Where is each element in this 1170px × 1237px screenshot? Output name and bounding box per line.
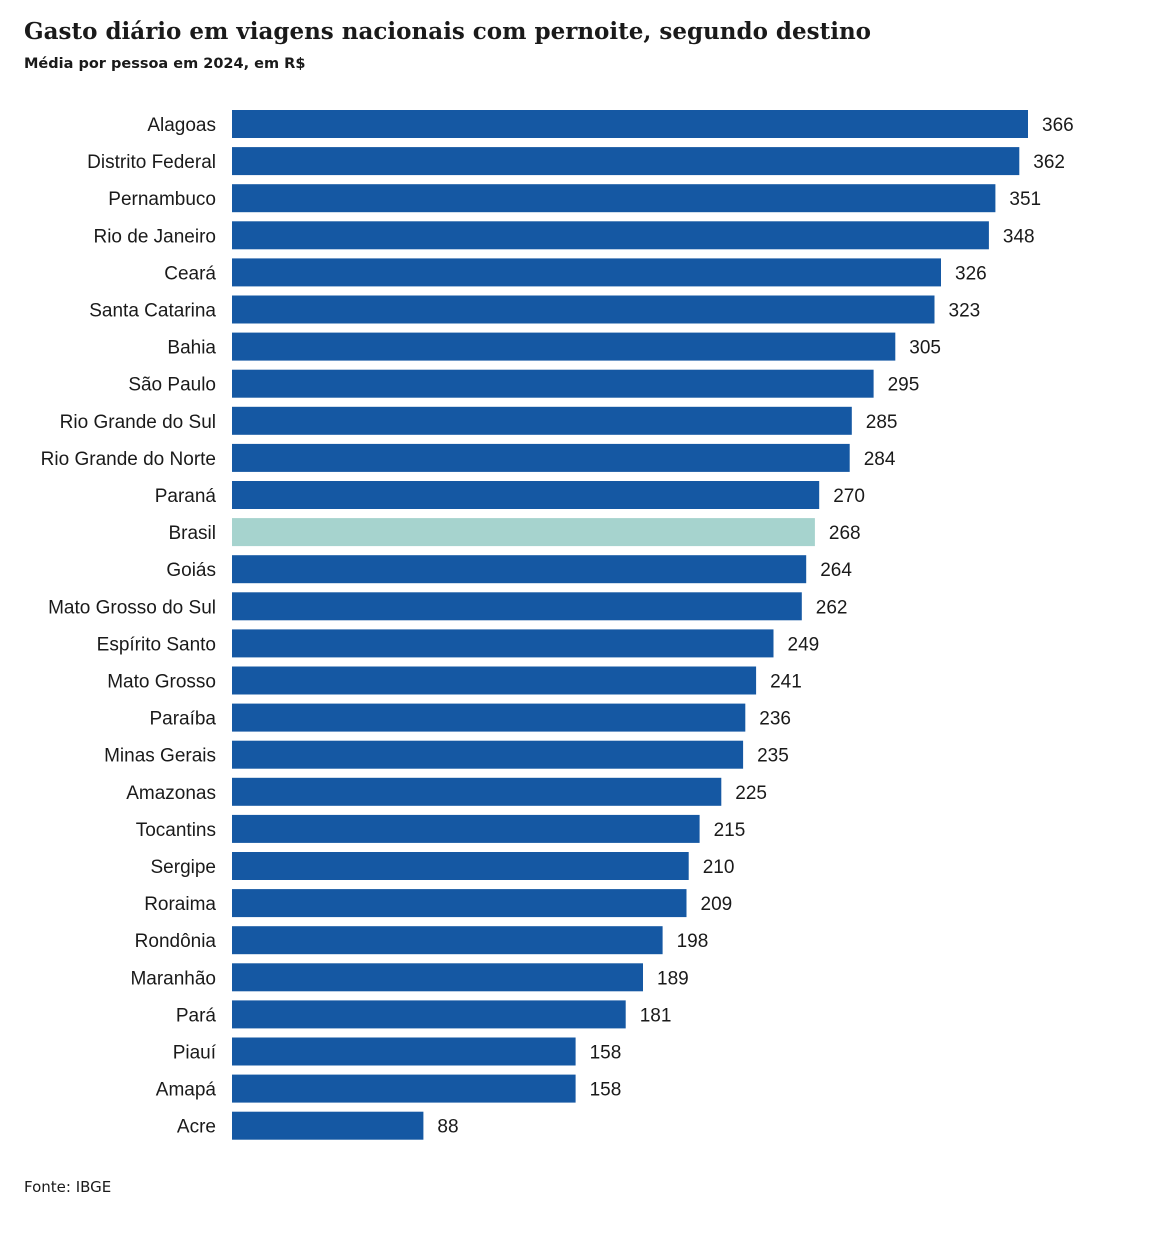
category-label: Piauí [173, 1043, 217, 1064]
value-label: 326 [955, 263, 987, 284]
value-label: 181 [640, 1005, 672, 1026]
value-label: 285 [866, 412, 898, 433]
bar-goiás [232, 555, 807, 584]
bar-bahia [232, 332, 896, 361]
bar-mato-grosso-do-sul [232, 592, 802, 621]
category-label: Alagoas [147, 115, 216, 136]
category-label: Bahia [167, 338, 216, 359]
value-label: 323 [949, 301, 981, 322]
value-label: 351 [1009, 189, 1041, 210]
bar-mato-grosso [232, 666, 757, 695]
category-label: Goiás [166, 560, 216, 581]
category-label: Rio Grande do Norte [41, 449, 216, 470]
category-label: Minas Gerais [104, 746, 216, 767]
value-label: 158 [590, 1080, 622, 1101]
value-label: 189 [657, 968, 689, 989]
value-label: 209 [701, 894, 733, 915]
category-label: Paraíba [149, 709, 216, 730]
category-label: Paraná [155, 486, 217, 507]
bar-amapá [232, 1074, 576, 1103]
value-label: 268 [829, 523, 861, 544]
value-label: 210 [703, 857, 735, 878]
category-label: Santa Catarina [89, 301, 216, 322]
category-label: Pará [176, 1005, 217, 1026]
category-label: Distrito Federal [87, 152, 216, 173]
value-label: 241 [770, 672, 802, 693]
value-label: 366 [1042, 115, 1074, 136]
value-label: 88 [437, 1117, 458, 1138]
value-label: 362 [1033, 152, 1065, 173]
bar-pernambuco [232, 184, 996, 213]
bar-distrito-federal [232, 147, 1020, 176]
category-label: Roraima [144, 894, 216, 915]
source-note: Fonte: IBGE [24, 1178, 112, 1196]
category-label: Maranhão [130, 968, 216, 989]
value-label: 295 [888, 375, 920, 396]
bar-santa-catarina [232, 295, 935, 324]
bar-minas-gerais [232, 740, 744, 769]
bar-pará [232, 1000, 626, 1029]
value-label: 215 [714, 820, 746, 841]
bar-maranhão [232, 963, 643, 992]
category-label: Mato Grosso do Sul [48, 597, 216, 618]
value-label: 225 [735, 783, 767, 804]
value-label: 198 [677, 931, 709, 952]
category-label: São Paulo [128, 375, 216, 396]
value-label: 236 [759, 709, 791, 730]
chart-subtitle: Média por pessoa em 2024, em R$ [24, 56, 306, 72]
category-label: Rondônia [135, 931, 217, 952]
bar-rio-grande-do-norte [232, 443, 850, 472]
category-label: Mato Grosso [107, 672, 216, 693]
value-label: 305 [909, 338, 941, 359]
value-label: 249 [788, 634, 820, 655]
value-label: 270 [833, 486, 865, 507]
bar-amazonas [232, 777, 722, 806]
category-label: Acre [177, 1117, 216, 1138]
bar-acre [232, 1111, 424, 1140]
category-label: Rio Grande do Sul [60, 412, 216, 433]
bar-sergipe [232, 852, 689, 880]
category-label: Amapá [156, 1080, 217, 1101]
bar-paraíba [232, 703, 746, 732]
value-label: 235 [757, 746, 789, 767]
value-label: 158 [590, 1043, 622, 1064]
category-label: Tocantins [136, 820, 216, 841]
bar-piauí [232, 1037, 576, 1066]
value-label: 284 [864, 449, 896, 470]
category-label: Brasil [168, 523, 216, 544]
bar-são-paulo [232, 369, 874, 398]
category-label: Amazonas [126, 783, 216, 804]
bar-roraima [232, 889, 687, 918]
bar-rio-grande-do-sul [232, 406, 852, 435]
bar-rio-de-janeiro [232, 221, 989, 250]
bar-ceará [232, 258, 941, 287]
chart-title: Gasto diário em viagens nacionais com pe… [24, 18, 872, 45]
category-label: Ceará [164, 263, 216, 284]
bar-alagoas [232, 110, 1028, 138]
bar-tocantins [232, 814, 700, 843]
bar-brasil [232, 518, 815, 547]
bar-espírito-santo [232, 629, 774, 658]
value-label: 348 [1003, 226, 1035, 247]
category-label: Sergipe [151, 857, 217, 878]
category-label: Pernambuco [108, 189, 216, 210]
bar-paraná [232, 481, 820, 509]
value-label: 262 [816, 597, 848, 618]
bar-rondônia [232, 926, 663, 955]
category-label: Espírito Santo [97, 634, 216, 655]
value-label: 264 [820, 560, 852, 581]
category-label: Rio de Janeiro [93, 226, 216, 247]
